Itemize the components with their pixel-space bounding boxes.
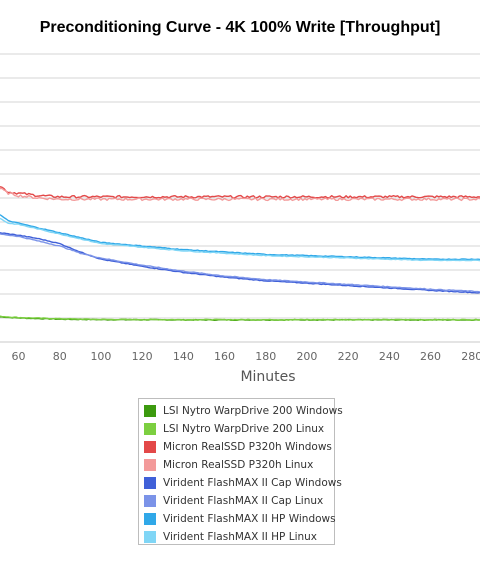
- series-line: [0, 233, 480, 293]
- legend-swatch: [144, 495, 156, 507]
- x-axis-label: Minutes: [240, 369, 296, 385]
- legend-swatch: [144, 459, 156, 471]
- series-line: [0, 186, 480, 199]
- legend-item: LSI Nytro WarpDrive 200 Linux: [144, 420, 334, 438]
- x-tick-label: 240: [379, 350, 400, 363]
- legend-item: LSI Nytro WarpDrive 200 Windows: [144, 402, 343, 420]
- x-tick-label: 200: [296, 350, 317, 363]
- x-tick-label: 260: [420, 350, 441, 363]
- legend-label: LSI Nytro WarpDrive 200 Windows: [163, 405, 343, 417]
- x-tick-labels: 60 80 100 120 140 160 180 200 220 240 260 280: [12, 350, 480, 363]
- chart-plot-area: 60 80 100 120 140 160 180 200 220 240 260 280: [0, 53, 480, 363]
- legend-item: Micron RealSSD P320h Windows: [144, 438, 334, 456]
- legend-item: Virident FlashMAX II HP Linux: [144, 528, 334, 546]
- legend-label: Virident FlashMAX II Cap Linux: [163, 495, 324, 507]
- legend-label: Virident FlashMAX II HP Windows: [163, 513, 336, 525]
- legend-label: Micron RealSSD P320h Linux: [163, 459, 314, 471]
- x-tick-label: 80: [53, 350, 67, 363]
- legend-item: Virident FlashMAX II Cap Linux: [144, 492, 334, 510]
- x-tick-label: 220: [338, 350, 359, 363]
- x-tick-label: 140: [173, 350, 194, 363]
- series-line: [0, 315, 480, 321]
- series-line: [0, 232, 480, 294]
- series-line: [0, 217, 480, 262]
- x-tick-label: 120: [132, 350, 153, 363]
- legend-label: Virident FlashMAX II HP Linux: [163, 531, 318, 543]
- legend-item: Micron RealSSD P320h Linux: [144, 456, 334, 474]
- legend-item: Virident FlashMAX II HP Windows: [144, 510, 336, 528]
- grid-layer: [0, 53, 480, 319]
- series-line: [0, 187, 480, 202]
- legend-swatch: [144, 441, 156, 453]
- series-layer: [0, 186, 480, 321]
- legend-swatch: [144, 531, 156, 543]
- legend-swatch: [144, 513, 156, 525]
- legend-label: LSI Nytro WarpDrive 200 Linux: [163, 423, 325, 435]
- legend: LSI Nytro WarpDrive 200 Windows LSI Nytro…: [138, 398, 343, 546]
- x-tick-label: 60: [12, 350, 26, 363]
- legend-swatch: [144, 423, 156, 435]
- legend-label: Virident FlashMAX II Cap Windows: [163, 477, 342, 489]
- legend-label: Micron RealSSD P320h Windows: [163, 441, 332, 453]
- chart-title: Preconditioning Curve - 4K 100% Write [T…: [39, 19, 441, 36]
- x-tick-label: 160: [214, 350, 235, 363]
- x-tick-label: 180: [255, 350, 276, 363]
- legend-swatch: [144, 477, 156, 489]
- x-tick-label: 280: [461, 350, 480, 363]
- x-tick-label: 100: [90, 350, 111, 363]
- legend-swatch: [144, 405, 156, 417]
- series-line: [0, 214, 480, 261]
- legend-item: Virident FlashMAX II Cap Windows: [144, 474, 342, 492]
